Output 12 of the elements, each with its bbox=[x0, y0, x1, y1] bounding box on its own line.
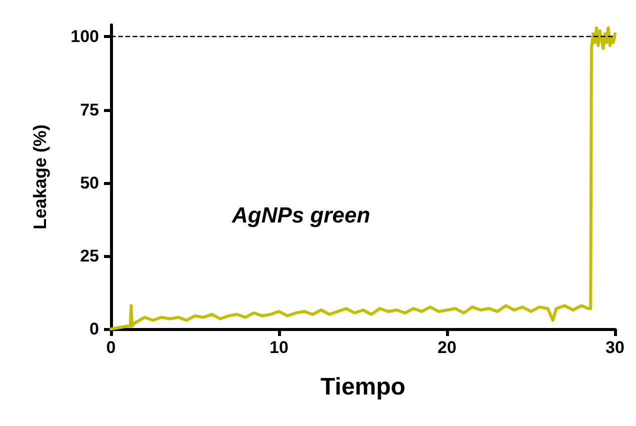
y-tick-label: 100 bbox=[70, 27, 99, 46]
y-axis-title: Leakage (%) bbox=[30, 124, 50, 230]
y-tick-label: 75 bbox=[80, 100, 99, 120]
annotation: AgNPs green bbox=[231, 202, 370, 228]
x-tick-label: 20 bbox=[438, 338, 456, 357]
x-tick-label: 30 bbox=[606, 338, 624, 357]
x-tick-label: 0 bbox=[106, 338, 116, 357]
y-tick-label: 0 bbox=[90, 320, 99, 338]
y-tick-label: 50 bbox=[80, 173, 99, 192]
x-tick-label: 10 bbox=[270, 338, 288, 357]
y-tick-label: 25 bbox=[80, 246, 99, 266]
x-axis-title: Tiempo bbox=[320, 374, 406, 400]
